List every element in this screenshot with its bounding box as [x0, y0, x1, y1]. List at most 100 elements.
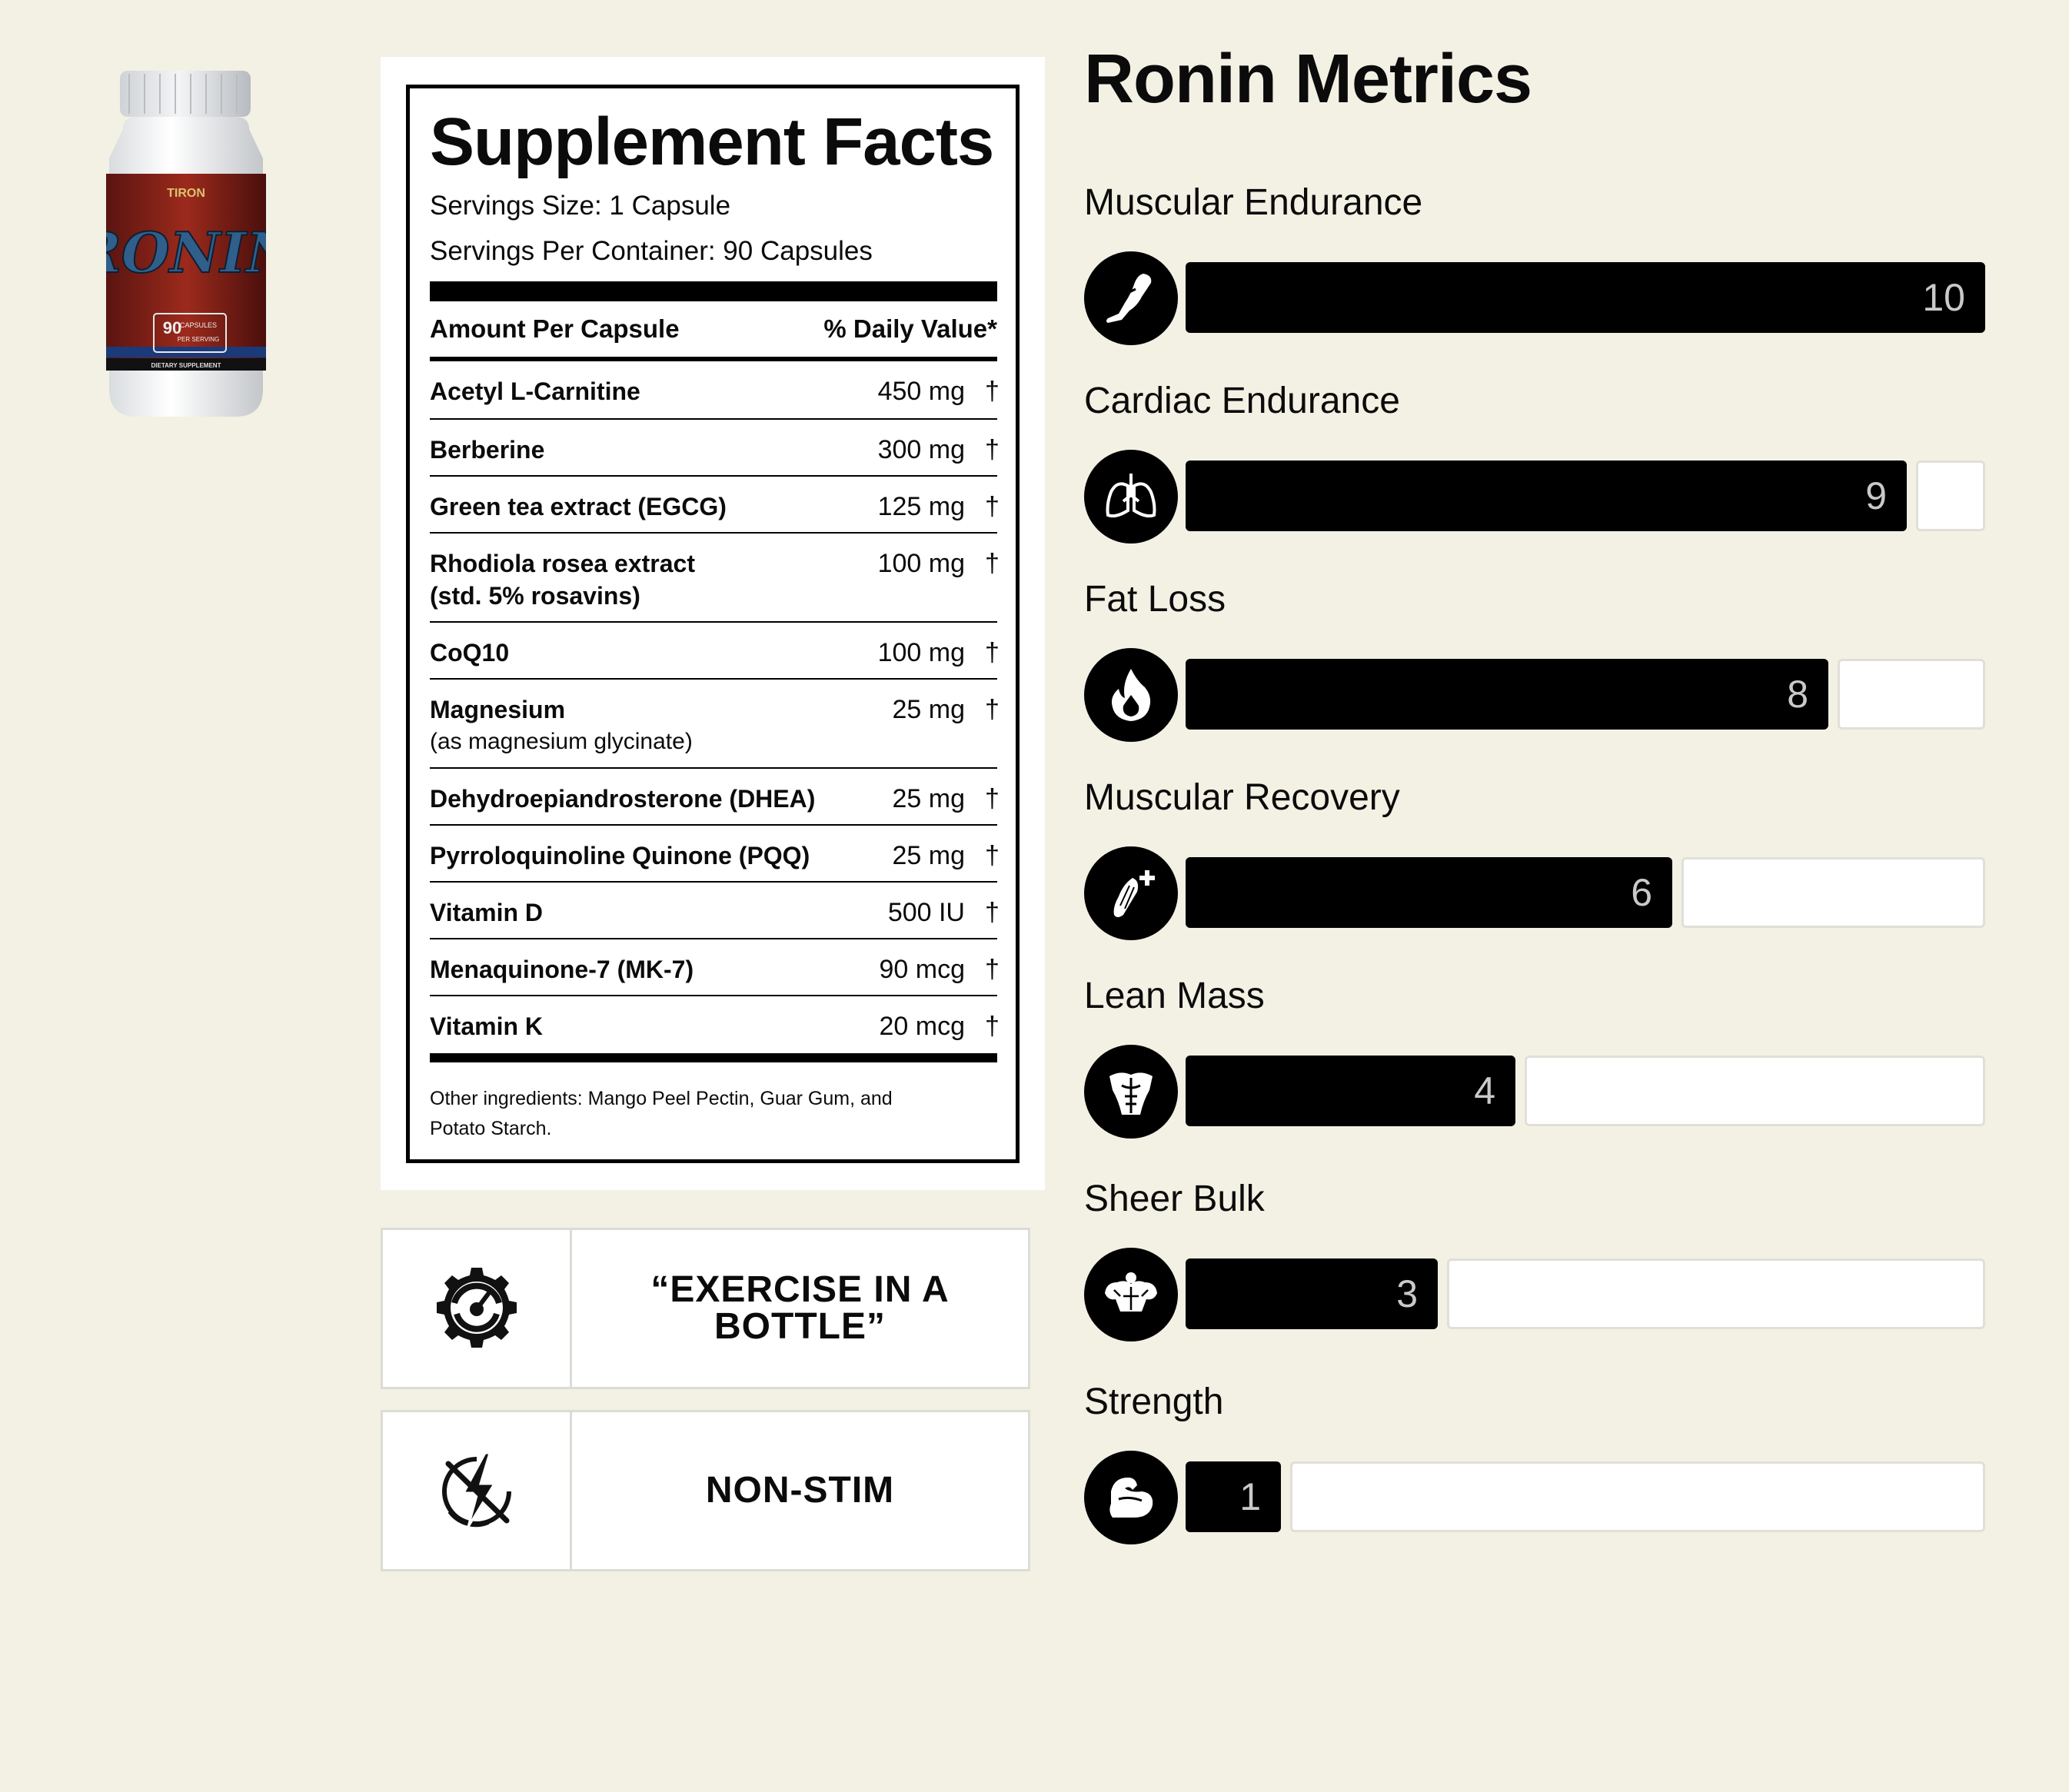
dagger-mark: †	[985, 637, 997, 669]
metric-muscular-recovery: Muscular Recovery 6	[1084, 780, 1988, 949]
metric-label: Muscular Endurance	[1084, 185, 1988, 231]
feature-text: NON-STIM	[572, 1412, 1028, 1569]
metric-muscular-endurance: Muscular Endurance 10	[1084, 185, 1988, 354]
metric-label: Strength	[1084, 1384, 1988, 1430]
servings-per-container: Servings Per Container: 90 Capsules	[430, 238, 997, 264]
ingredient-amount: 100 mg	[878, 637, 965, 669]
svg-text:PER SERVING: PER SERVING	[178, 336, 220, 343]
metric-value: 1	[1239, 1475, 1261, 1518]
product-bottle-image: TIRON RONIN 90 CAPSULES PER SERVING DIET…	[106, 66, 266, 421]
metric-bar-remainder	[1447, 1258, 1985, 1329]
metric-bar-fill: 1	[1186, 1461, 1281, 1532]
metric-cardiac-endurance: Cardiac Endurance 9	[1084, 383, 1988, 552]
ingredient-name: Magnesium	[430, 693, 693, 726]
ingredient-amount: 25 mg	[893, 783, 966, 815]
ingredient-amount: 125 mg	[878, 490, 965, 523]
metric-value: 8	[1787, 673, 1808, 716]
ingredient-amount: 90 mcg	[880, 953, 966, 986]
ingredient-amount: 20 mcg	[880, 1010, 966, 1042]
metric-bar-fill: 8	[1186, 659, 1828, 730]
metric-bar-remainder	[1838, 659, 1985, 730]
ingredient-name: Berberine	[430, 434, 544, 466]
col-dv-header: % Daily Value*	[823, 314, 997, 344]
supplement-facts-panel: Supplement Facts Servings Size: 1 Capsul…	[381, 57, 1045, 1190]
ingredient-row: CoQ10 100 mg †	[430, 623, 997, 680]
dagger-mark: †	[985, 375, 997, 407]
supplement-facts-label: Supplement Facts Servings Size: 1 Capsul…	[406, 85, 1020, 1163]
metric-value: 6	[1631, 871, 1652, 914]
ingredient-row: Dehydroepiandrosterone (DHEA) 25 mg †	[430, 769, 997, 826]
ingredient-amount: 450 mg	[878, 375, 965, 407]
metric-label: Cardiac Endurance	[1084, 383, 1988, 429]
feature-text-line2: BOTTLE”	[650, 1308, 949, 1345]
ingredient-sub: (as magnesium glycinate)	[430, 726, 693, 758]
metric-value: 4	[1474, 1069, 1495, 1112]
metric-bar-remainder	[1681, 857, 1985, 928]
muscle-plus-icon	[1099, 861, 1163, 926]
svg-text:90: 90	[163, 318, 181, 337]
flame-icon	[1099, 663, 1163, 727]
metric-sheer-bulk: Sheer Bulk 3	[1084, 1181, 1988, 1350]
metric-bar-fill: 10	[1186, 262, 1985, 333]
ingredient-row: Acetyl L-Carnitine 450 mg †	[430, 361, 997, 420]
ingredient-name: Acetyl L-Carnitine	[430, 375, 640, 407]
metric-bar-fill: 6	[1186, 857, 1672, 928]
metric-value: 3	[1396, 1272, 1418, 1315]
dagger-mark: †	[985, 693, 997, 726]
svg-text:RONIN: RONIN	[106, 220, 266, 285]
facts-header-row: Amount Per Capsule % Daily Value*	[430, 301, 997, 361]
facts-title: Supplement Facts	[430, 108, 997, 175]
metric-label: Sheer Bulk	[1084, 1181, 1988, 1227]
ingredient-row: Vitamin K 20 mcg †	[430, 996, 997, 1053]
ingredient-amount: 500 IU	[888, 896, 965, 929]
ingredient-row: Rhodiola rosea extract (std. 5% rosavins…	[430, 534, 997, 623]
metric-label: Lean Mass	[1084, 978, 1988, 1024]
dagger-mark: †	[985, 839, 997, 872]
svg-text:CAPSULES: CAPSULES	[180, 321, 217, 329]
metrics-title: Ronin Metrics	[1084, 45, 1532, 114]
lungs-icon	[1099, 464, 1163, 529]
ingredient-name: Vitamin K	[430, 1010, 543, 1042]
ingredient-name: Dehydroepiandrosterone (DHEA)	[430, 783, 815, 815]
divider-thick-bottom	[430, 1053, 997, 1062]
metric-lean-mass: Lean Mass 4	[1084, 978, 1988, 1147]
metric-bar-fill: 3	[1186, 1258, 1438, 1329]
ingredient-row: Magnesium (as magnesium glycinate) 25 mg…	[430, 680, 997, 769]
metric-bar-fill: 4	[1186, 1056, 1515, 1126]
metric-bar-remainder	[1525, 1056, 1985, 1126]
metric-bar-remainder	[1916, 460, 1985, 531]
flexed-arm-icon	[1099, 1465, 1163, 1530]
ingredient-amount: 300 mg	[878, 434, 965, 466]
gear-gauge-icon	[431, 1263, 522, 1354]
metric-fat-loss: Fat Loss 8	[1084, 581, 1988, 750]
running-leg-icon	[1099, 266, 1163, 331]
svg-text:TIRON: TIRON	[167, 187, 205, 200]
dagger-mark: †	[985, 1010, 997, 1042]
serving-size: Servings Size: 1 Capsule	[430, 192, 997, 219]
dagger-mark: †	[985, 490, 997, 523]
other-ingredients: Other ingredients: Mango Peel Pectin, Gu…	[430, 1084, 997, 1144]
svg-text:DIETARY SUPPLEMENT: DIETARY SUPPLEMENT	[151, 362, 221, 369]
torso-icon	[1099, 1059, 1163, 1124]
ingredient-name: Vitamin D	[430, 896, 543, 929]
no-lightning-icon	[434, 1445, 519, 1536]
dagger-mark: †	[985, 434, 997, 466]
ingredient-amount: 25 mg	[893, 839, 966, 872]
metric-bar-remainder	[1290, 1461, 1985, 1532]
ingredient-amount: 100 mg	[878, 547, 965, 580]
ingredient-name: Pyrroloquinoline Quinone (PQQ)	[430, 839, 810, 872]
metric-value: 10	[1922, 276, 1965, 319]
feature-text-line1: “EXERCISE IN A	[650, 1272, 949, 1308]
ingredient-row: Pyrroloquinoline Quinone (PQQ) 25 mg †	[430, 826, 997, 883]
metric-strength: Strength 1	[1084, 1384, 1988, 1553]
ingredient-amount: 25 mg	[893, 693, 966, 726]
dagger-mark: †	[985, 896, 997, 929]
ingredient-name: CoQ10	[430, 637, 509, 669]
ingredient-name: Green tea extract (EGCG)	[430, 490, 727, 523]
dagger-mark: †	[985, 783, 997, 815]
metric-label: Fat Loss	[1084, 581, 1988, 627]
feature-non-stim: NON-STIM	[381, 1410, 1030, 1571]
ingredient-row: Berberine 300 mg †	[430, 420, 997, 477]
bodybuilder-icon	[1099, 1262, 1163, 1327]
